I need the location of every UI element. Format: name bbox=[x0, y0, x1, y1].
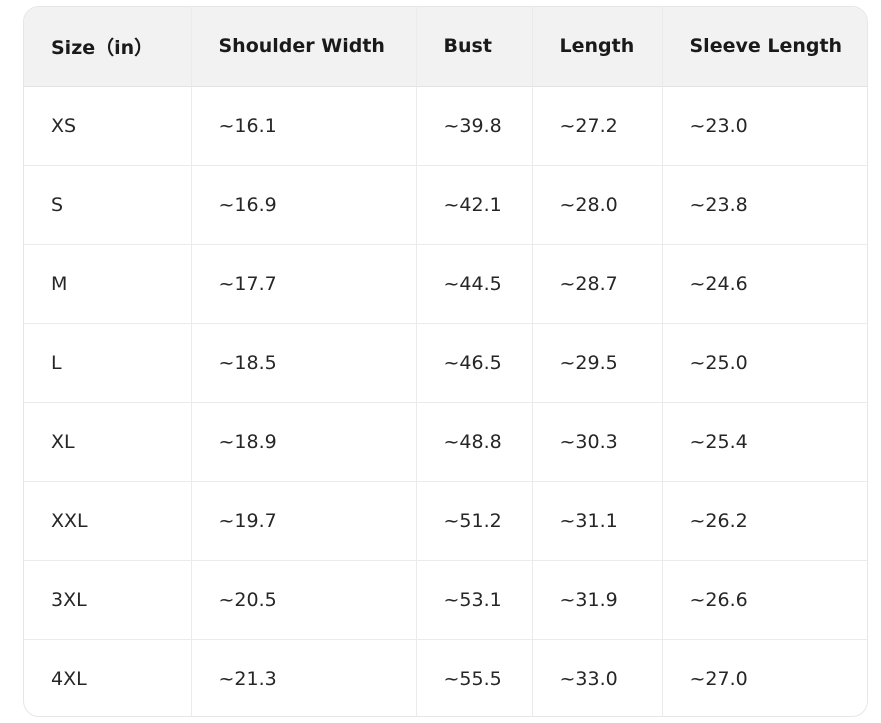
cell-sleeve-length: ~25.4 bbox=[662, 402, 867, 482]
cell-bust: ~53.1 bbox=[416, 560, 533, 640]
table-row: XS ~16.1 ~39.8 ~27.2 ~23.0 bbox=[24, 86, 867, 166]
cell-bust: ~51.2 bbox=[416, 481, 533, 561]
cell-sleeve-length: ~27.0 bbox=[689, 667, 748, 690]
table-row: 3XL ~20.5 ~53.1 ~31.9 ~26.6 bbox=[24, 560, 867, 640]
cell-size: 3XL bbox=[24, 560, 192, 640]
cell-bust: ~55.5 bbox=[416, 639, 533, 716]
cell-shoulder-width: ~21.3 bbox=[191, 639, 417, 716]
cell-shoulder-width: ~17.7 bbox=[191, 244, 417, 324]
cell-bust: ~39.8 bbox=[416, 86, 533, 166]
header-row: Size（in） Shoulder Width Bust Length Slee… bbox=[24, 7, 867, 87]
header-length: Length bbox=[532, 7, 663, 87]
cell-bust: ~48.8 bbox=[416, 402, 533, 482]
cell-length: ~30.3 bbox=[532, 402, 663, 482]
cell-bust: ~42.1 bbox=[416, 165, 533, 245]
cell-size: M bbox=[24, 244, 192, 324]
cell-sleeve-length: ~23.8 bbox=[662, 165, 867, 245]
cell-length: ~28.7 bbox=[532, 244, 663, 324]
cell-length: ~33.0 bbox=[532, 639, 663, 716]
cell-size: XXL bbox=[24, 481, 192, 561]
cell-length: ~27.2 bbox=[532, 86, 663, 166]
cell-sleeve-length: ~24.6 bbox=[662, 244, 867, 324]
cell-shoulder-width: ~18.5 bbox=[191, 323, 417, 403]
header-shoulder-width: Shoulder Width bbox=[191, 7, 417, 87]
size-chart-table-container: Size（in） Shoulder Width Bust Length Slee… bbox=[23, 6, 868, 717]
cell-length: ~29.5 bbox=[532, 323, 663, 403]
header-size: Size（in） bbox=[24, 7, 192, 87]
cell-sleeve-length: ~25.0 bbox=[662, 323, 867, 403]
cell-length: ~31.9 bbox=[532, 560, 663, 640]
table-row: S ~16.9 ~42.1 ~28.0 ~23.8 bbox=[24, 165, 867, 245]
cell-length: ~31.1 bbox=[532, 481, 663, 561]
cell-size: XL bbox=[24, 402, 192, 482]
cell-bust: ~46.5 bbox=[416, 323, 533, 403]
cell-shoulder-width: ~19.7 bbox=[191, 481, 417, 561]
cell-shoulder-width: ~18.9 bbox=[191, 402, 417, 482]
cell-bust: ~44.5 bbox=[416, 244, 533, 324]
size-chart-table: Size（in） Shoulder Width Bust Length Slee… bbox=[24, 7, 867, 716]
cell-sleeve-length: ~26.2 bbox=[662, 481, 867, 561]
cell-length: ~28.0 bbox=[532, 165, 663, 245]
cell-size: L bbox=[24, 323, 192, 403]
table-row: M ~17.7 ~44.5 ~28.7 ~24.6 bbox=[24, 244, 867, 324]
cell-sleeve-length: ~26.6 bbox=[662, 560, 867, 640]
cell-size: 4XL bbox=[24, 639, 192, 716]
table-row: XL ~18.9 ~48.8 ~30.3 ~25.4 bbox=[24, 402, 867, 482]
cell-size: S bbox=[24, 165, 192, 245]
cell-size: XS bbox=[24, 86, 192, 166]
cell-sleeve-length: ~23.0 bbox=[662, 86, 867, 166]
table-row: XXL ~19.7 ~51.2 ~31.1 ~26.2 bbox=[24, 481, 867, 561]
cell-shoulder-width: ~20.5 bbox=[191, 560, 417, 640]
header-bust: Bust bbox=[416, 7, 533, 87]
cell-shoulder-width: ~16.1 bbox=[191, 86, 417, 166]
table-row: L ~18.5 ~46.5 ~29.5 ~25.0 bbox=[24, 323, 867, 403]
cell-shoulder-width: ~16.9 bbox=[191, 165, 417, 245]
header-sleeve-length: Sleeve Length bbox=[662, 7, 867, 87]
table-row: 4XL ~21.3 ~55.5 ~33.0 ~27.0 bbox=[24, 639, 867, 716]
